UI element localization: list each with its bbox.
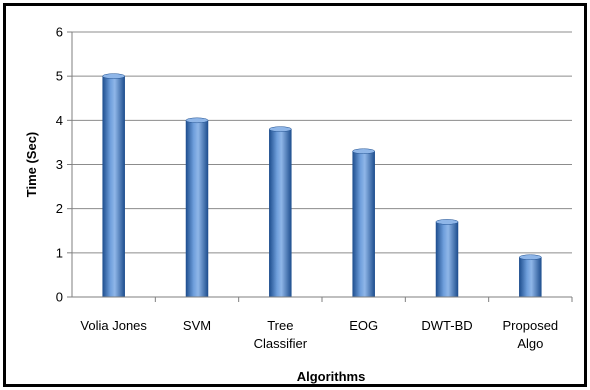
y-axis-title: Time (Sec) xyxy=(24,132,39,198)
bar xyxy=(102,75,125,298)
x-axis-title: Algorithms xyxy=(297,369,366,384)
gridlines xyxy=(72,31,572,254)
y-tick-label: 4 xyxy=(56,113,63,128)
category-label: Proposed xyxy=(503,318,559,333)
y-tick-label: 2 xyxy=(56,201,63,216)
y-axis-ticks: 0 1 2 3 4 5 6 xyxy=(56,25,72,305)
bar-cap xyxy=(519,254,542,260)
bar xyxy=(435,221,459,298)
category-label: SVM xyxy=(183,318,211,333)
bar-cap xyxy=(352,148,375,154)
category-label: EOG xyxy=(349,318,378,333)
y-tick-label: 1 xyxy=(56,245,63,260)
bar-cap xyxy=(435,219,459,225)
category-label: Volia Jones xyxy=(80,318,147,333)
category-label: Algo xyxy=(517,336,543,351)
bar xyxy=(519,257,542,298)
bar xyxy=(352,151,375,298)
category-label: Tree xyxy=(267,318,293,333)
bar-cap xyxy=(269,126,292,132)
bars xyxy=(102,73,542,298)
y-tick-label: 6 xyxy=(56,25,63,40)
y-tick-label: 5 xyxy=(56,69,63,84)
y-tick-label: 0 xyxy=(56,290,63,305)
bar xyxy=(185,120,209,298)
x-axis-labels: Volia Jones SVM Tree Classifier EOG DWT-BD Pro… xyxy=(80,297,573,351)
y-tick-label: 3 xyxy=(56,157,63,172)
category-label: DWT-BD xyxy=(421,318,472,333)
bar xyxy=(269,128,292,298)
bar-cap xyxy=(102,73,125,79)
category-label: Classifier xyxy=(254,336,308,351)
bar-cap xyxy=(185,117,209,124)
chart-frame xyxy=(3,3,587,387)
